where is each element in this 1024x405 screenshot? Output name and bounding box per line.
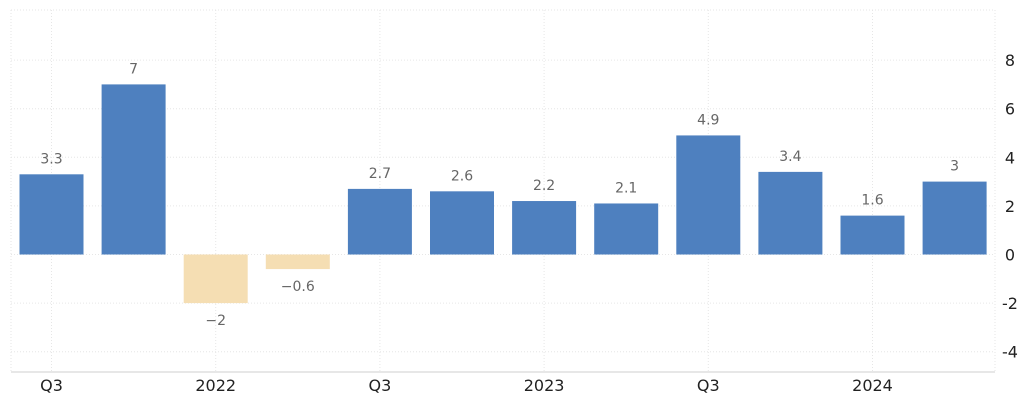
- data-labels: 3.3 7 −2 −0.6 2.7 2.6 2.2 2.1 4.9 3.4 1.6 3: [40, 61, 959, 329]
- x-tick-label: Q3: [369, 376, 392, 395]
- y-tick-label: 8: [1005, 51, 1015, 70]
- bar[interactable]: [265, 254, 330, 270]
- bar[interactable]: [430, 191, 494, 255]
- bar[interactable]: [183, 254, 248, 304]
- bar[interactable]: [512, 201, 577, 255]
- x-tick-label: Q3: [40, 376, 63, 395]
- bar-value-label: 2.2: [533, 178, 555, 194]
- y-tick-label: 4: [1005, 148, 1015, 167]
- y-tick-label: 6: [1005, 100, 1015, 119]
- y-axis-ticks: 8 6 4 2 0 -2 -4: [1002, 51, 1018, 362]
- bar-value-label: 3.3: [40, 151, 62, 167]
- x-axis-ticks: Q3 2022 Q3 2023 Q3 2024: [40, 376, 893, 395]
- bar[interactable]: [19, 174, 84, 255]
- bar-value-label: 3: [950, 159, 959, 175]
- bar-value-label: 7: [129, 61, 138, 77]
- bar[interactable]: [922, 181, 987, 255]
- y-tick-label: 0: [1005, 246, 1015, 265]
- y-tick-label: -4: [1002, 343, 1018, 362]
- bar-value-label: −0.6: [281, 279, 315, 295]
- bar-value-label: 4.9: [697, 112, 719, 128]
- bar[interactable]: [347, 188, 412, 255]
- bar[interactable]: [840, 215, 905, 255]
- x-tick-label: 2022: [195, 376, 236, 395]
- bar-value-label: 2.7: [369, 166, 391, 182]
- x-tick-label: 2023: [524, 376, 565, 395]
- bar[interactable]: [101, 84, 166, 255]
- y-tick-label: 2: [1005, 197, 1015, 216]
- bar-value-label: 2.6: [451, 168, 473, 184]
- bar-value-label: 2.1: [615, 180, 637, 196]
- x-tick-label: Q3: [697, 376, 720, 395]
- x-tick-label: 2024: [852, 376, 893, 395]
- bar-value-label: 3.4: [779, 149, 801, 165]
- bar[interactable]: [758, 171, 823, 255]
- bars: [19, 84, 987, 304]
- bar[interactable]: [676, 135, 741, 255]
- bar[interactable]: [594, 203, 659, 255]
- bar-value-label: −2: [205, 313, 226, 329]
- y-tick-label: -2: [1002, 294, 1018, 313]
- bar-value-label: 1.6: [861, 193, 883, 209]
